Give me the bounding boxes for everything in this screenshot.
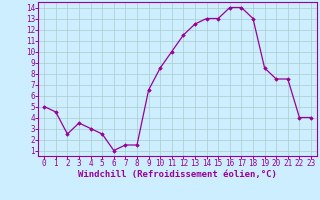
- X-axis label: Windchill (Refroidissement éolien,°C): Windchill (Refroidissement éolien,°C): [78, 170, 277, 179]
